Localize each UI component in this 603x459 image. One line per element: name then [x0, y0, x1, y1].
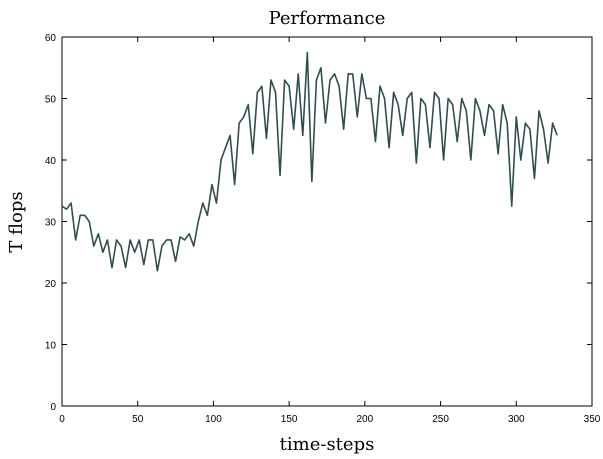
x-tick-label: 350	[584, 414, 601, 425]
x-tick-label: 0	[59, 414, 65, 425]
plot-frame	[61, 36, 593, 407]
y-tick-label: 10	[45, 341, 57, 352]
y-tick-label: 40	[45, 156, 57, 167]
y-tick-label: 50	[45, 95, 57, 106]
data-line	[61, 51, 558, 272]
x-tick-label: 50	[132, 414, 144, 425]
y-tick-label: 60	[45, 33, 57, 44]
x-tick-label: 150	[281, 414, 298, 425]
y-tick-label: 30	[45, 218, 57, 229]
y-tick-label: 20	[45, 279, 57, 290]
chart-title: Performance	[269, 8, 386, 29]
y-axis-label: T flops	[6, 191, 27, 252]
x-tick-label: 100	[205, 414, 222, 425]
x-tick-label: 300	[508, 414, 525, 425]
x-tick-label: 250	[432, 414, 449, 425]
x-axis-label: time-steps	[280, 434, 375, 455]
x-tick-label: 200	[357, 414, 374, 425]
y-tick-label: 0	[50, 402, 56, 413]
